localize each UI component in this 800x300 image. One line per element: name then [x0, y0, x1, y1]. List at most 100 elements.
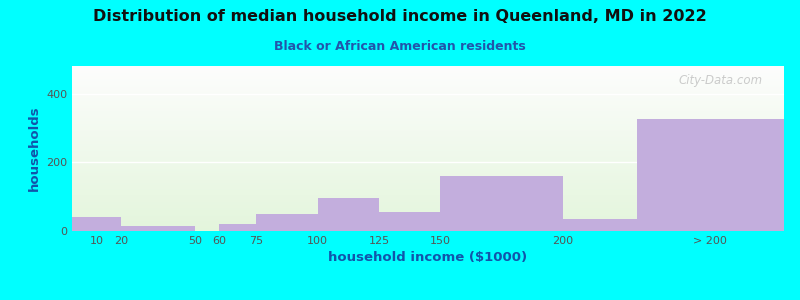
Bar: [72, 110, 784, 111]
Bar: [72, 80, 784, 81]
Bar: [72, 146, 784, 147]
Bar: [72, 223, 784, 224]
Bar: [72, 127, 784, 128]
Bar: [72, 95, 784, 96]
Bar: [72, 181, 784, 182]
Bar: [72, 157, 784, 158]
Bar: [72, 134, 784, 135]
Bar: [72, 143, 784, 144]
Bar: [72, 99, 784, 100]
Bar: [72, 132, 784, 133]
Bar: [72, 72, 784, 73]
Bar: [72, 82, 784, 83]
Bar: [379, 212, 440, 231]
Bar: [72, 174, 784, 175]
Bar: [72, 205, 784, 206]
Bar: [72, 129, 784, 130]
Bar: [72, 138, 784, 139]
Bar: [72, 224, 784, 225]
Bar: [72, 191, 784, 192]
Bar: [72, 90, 784, 91]
Bar: [72, 197, 784, 198]
Bar: [72, 164, 784, 165]
Bar: [72, 105, 784, 106]
Bar: [72, 158, 784, 159]
Bar: [72, 108, 784, 109]
Bar: [72, 96, 784, 97]
Bar: [72, 75, 784, 76]
Bar: [72, 144, 784, 145]
Bar: [72, 93, 784, 94]
Bar: [72, 207, 784, 208]
Bar: [72, 155, 784, 156]
Bar: [72, 118, 784, 119]
Bar: [72, 150, 784, 151]
Bar: [72, 101, 784, 102]
Bar: [72, 156, 784, 157]
Bar: [72, 172, 784, 173]
Bar: [72, 209, 784, 210]
Y-axis label: households: households: [27, 106, 41, 191]
Bar: [72, 221, 784, 222]
Bar: [72, 161, 784, 162]
Bar: [72, 173, 784, 174]
Bar: [72, 76, 784, 77]
Bar: [72, 202, 784, 203]
Bar: [72, 217, 784, 218]
Bar: [72, 190, 784, 191]
Bar: [72, 178, 784, 179]
Bar: [72, 204, 784, 205]
Bar: [72, 145, 784, 146]
Bar: [72, 179, 784, 180]
Bar: [72, 104, 784, 105]
Bar: [72, 85, 784, 86]
Bar: [72, 89, 784, 90]
Bar: [72, 143, 784, 144]
Bar: [72, 125, 784, 126]
Bar: [72, 112, 784, 113]
Bar: [72, 130, 784, 131]
Bar: [72, 186, 784, 187]
Bar: [72, 114, 784, 115]
Bar: [72, 113, 784, 114]
Bar: [72, 162, 784, 163]
Bar: [637, 119, 784, 231]
Bar: [72, 225, 784, 226]
Bar: [72, 97, 784, 98]
Bar: [72, 159, 784, 160]
Bar: [72, 102, 784, 103]
Bar: [72, 163, 784, 164]
Bar: [72, 203, 784, 204]
Bar: [72, 160, 784, 161]
Bar: [72, 141, 784, 142]
Bar: [72, 137, 784, 138]
Bar: [72, 212, 784, 213]
Bar: [72, 228, 784, 229]
Bar: [72, 106, 784, 107]
Bar: [72, 135, 784, 136]
Bar: [72, 131, 784, 132]
Bar: [72, 229, 784, 230]
Bar: [72, 183, 784, 184]
Bar: [72, 139, 784, 140]
Bar: [72, 142, 784, 143]
Bar: [72, 67, 784, 68]
Bar: [72, 140, 784, 141]
Bar: [72, 177, 784, 178]
Bar: [72, 126, 784, 127]
Bar: [72, 74, 784, 75]
Bar: [72, 69, 784, 70]
Bar: [72, 88, 784, 89]
Bar: [72, 189, 784, 190]
Bar: [72, 148, 784, 149]
Bar: [72, 206, 784, 207]
Bar: [72, 79, 784, 80]
Bar: [72, 98, 784, 99]
Bar: [72, 218, 784, 219]
Bar: [72, 166, 784, 167]
Bar: [72, 222, 784, 223]
Text: Distribution of median household income in Queenland, MD in 2022: Distribution of median household income …: [93, 9, 707, 24]
Bar: [72, 122, 784, 123]
Bar: [72, 77, 784, 78]
Text: City-Data.com: City-Data.com: [678, 74, 762, 87]
